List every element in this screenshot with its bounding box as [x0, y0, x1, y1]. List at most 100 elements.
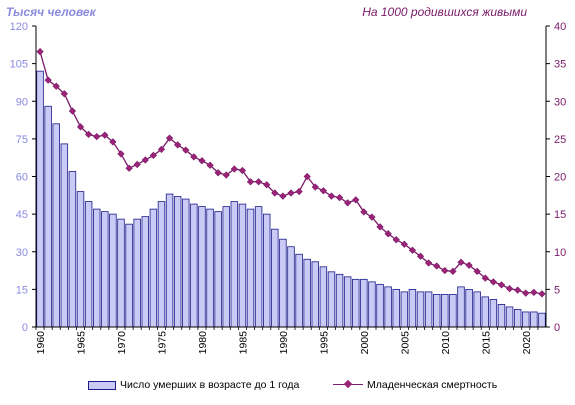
line-point: [376, 223, 384, 231]
bar: [117, 218, 125, 328]
x-tick-label: 1960: [35, 331, 47, 355]
line-point: [489, 278, 498, 286]
line-point: [52, 82, 60, 90]
bar: [522, 311, 530, 328]
line-point: [465, 261, 473, 269]
x-tick-label: 1990: [278, 331, 290, 355]
bar: [60, 143, 69, 328]
line-point: [263, 181, 271, 189]
bar: [352, 278, 360, 328]
line-point: [149, 151, 158, 160]
x-tick-label: 2010: [440, 331, 452, 355]
y-left-tick-label: 90: [16, 96, 28, 108]
bar: [44, 105, 52, 328]
bar: [52, 123, 60, 328]
y-left-tick-label: 45: [16, 209, 28, 221]
y-left-tick-label: 0: [22, 322, 28, 334]
line-point: [335, 193, 344, 202]
bar: [262, 213, 271, 328]
bar: [489, 299, 498, 328]
line-point: [174, 141, 182, 149]
y-right-tick-label: 30: [554, 96, 566, 108]
line-point: [505, 284, 514, 293]
y-left-tick-label: 30: [16, 247, 28, 259]
line-point: [133, 160, 141, 169]
line-point: [514, 286, 522, 294]
line-point: [101, 131, 109, 139]
bar: [327, 271, 336, 328]
bar: [392, 288, 400, 328]
line-point: [93, 132, 101, 141]
bar: [497, 304, 506, 328]
line-point: [206, 161, 214, 169]
bar: [214, 211, 222, 328]
bar: [465, 288, 473, 328]
line-point: [497, 281, 506, 289]
line-point: [481, 274, 489, 282]
x-tick-label: 1980: [197, 331, 209, 355]
y-right-tick-label: 40: [554, 21, 566, 33]
legend-line-swatch: [333, 379, 363, 390]
legend-item-line: Младенческая смертность: [333, 379, 497, 391]
bar: [287, 246, 295, 328]
line-point: [538, 290, 546, 298]
bar: [68, 171, 77, 328]
line-point: [352, 196, 360, 204]
line-point: [109, 138, 117, 146]
x-tick-label: 1970: [116, 331, 128, 355]
line-point: [457, 258, 465, 266]
line-point: [141, 156, 149, 164]
bar: [481, 296, 490, 328]
x-tick-label: 2020: [521, 331, 533, 355]
bar: [190, 203, 198, 328]
bar: [441, 293, 449, 328]
bar: [149, 208, 158, 328]
bar: [432, 293, 441, 328]
bar: [319, 266, 328, 328]
line-point: [157, 145, 166, 154]
legend-label-bars: Число умерших в возрасте до 1 года: [120, 379, 300, 391]
line-point: [530, 288, 538, 297]
bar: [230, 201, 239, 328]
bar: [133, 218, 141, 328]
left-axis-unit-label: Тысяч человек: [6, 5, 96, 19]
y-right-tick-label: 0: [554, 322, 560, 334]
bar: [109, 213, 117, 328]
line-point: [449, 267, 457, 275]
x-tick-label: 1975: [156, 331, 168, 355]
x-tick-label: 2000: [359, 331, 371, 355]
bar: [101, 211, 109, 328]
bar: [473, 291, 481, 328]
x-tick-label: 2005: [399, 331, 411, 355]
bar: [182, 198, 190, 328]
line-point: [360, 208, 368, 216]
line-point: [165, 134, 174, 142]
bar: [530, 311, 538, 328]
line-point: [433, 262, 441, 270]
line-point: [230, 165, 238, 173]
line-point: [368, 213, 376, 221]
line-point: [311, 183, 319, 191]
line-point: [344, 199, 352, 207]
y-left-tick-label: 105: [10, 59, 28, 71]
line-point: [222, 171, 230, 179]
bar: [376, 283, 384, 328]
bar: [303, 258, 311, 328]
legend-bar-swatch: [88, 380, 116, 390]
line-point: [408, 246, 417, 254]
legend-item-bars: Число умерших в возрасте до 1 года: [88, 379, 299, 391]
bar: [254, 206, 263, 328]
bar: [505, 306, 514, 328]
bar: [408, 288, 417, 328]
bar: [457, 286, 465, 328]
legend-label-line: Младенческая смертность: [367, 379, 498, 391]
bar: [513, 309, 522, 328]
bar: [198, 206, 206, 328]
x-tick-label: 1985: [237, 331, 249, 355]
bar: [368, 281, 376, 328]
bar: [84, 201, 93, 328]
y-right-tick-label: 35: [554, 59, 566, 71]
line-point: [246, 178, 255, 186]
line-point: [319, 187, 328, 195]
